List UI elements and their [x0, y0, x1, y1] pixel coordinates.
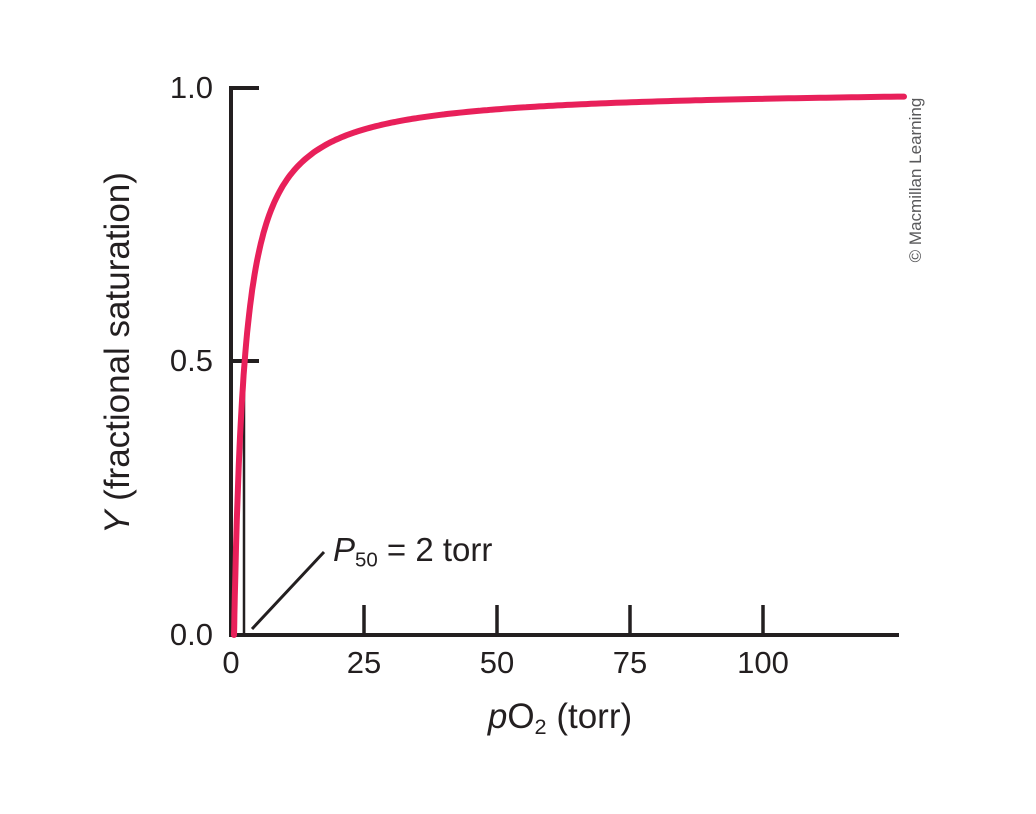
p50-annotation: P50 = 2 torr — [333, 531, 493, 572]
y-tick-label-0.0: 0.0 — [169, 617, 213, 652]
y-tick-label-0.5: 0.5 — [169, 343, 213, 378]
x-axis-title: pO2 (torr) — [430, 697, 690, 737]
x-tick-label-75: 75 — [612, 645, 648, 680]
x-axis-unit: (torr) — [546, 697, 633, 736]
x-tick-label-25: 25 — [346, 645, 382, 680]
x-tick-label-0: 0 — [222, 645, 240, 680]
x-axis-subscript: 2 — [534, 714, 547, 740]
y-axis-symbol: Y — [98, 510, 137, 534]
x-tick-label-100: 100 — [737, 645, 789, 680]
y-axis-title-text: (fractional saturation) — [98, 172, 137, 511]
curve — [231, 93, 907, 638]
x-axis-symbol: p — [487, 697, 508, 736]
y-axis-title: Y (fractional saturation) — [98, 53, 138, 653]
y-tick-label-1.0: 1.0 — [169, 70, 213, 105]
p50-symbol: P — [333, 531, 356, 568]
x-tick-label-50: 50 — [479, 645, 515, 680]
credit-text: © Macmillan Learning — [906, 97, 925, 263]
x-axis-element: O — [507, 697, 535, 736]
p50-value-text: = 2 torr — [377, 531, 493, 568]
p50-subscript: 50 — [355, 548, 378, 572]
annotation-leader-line — [250, 550, 326, 631]
